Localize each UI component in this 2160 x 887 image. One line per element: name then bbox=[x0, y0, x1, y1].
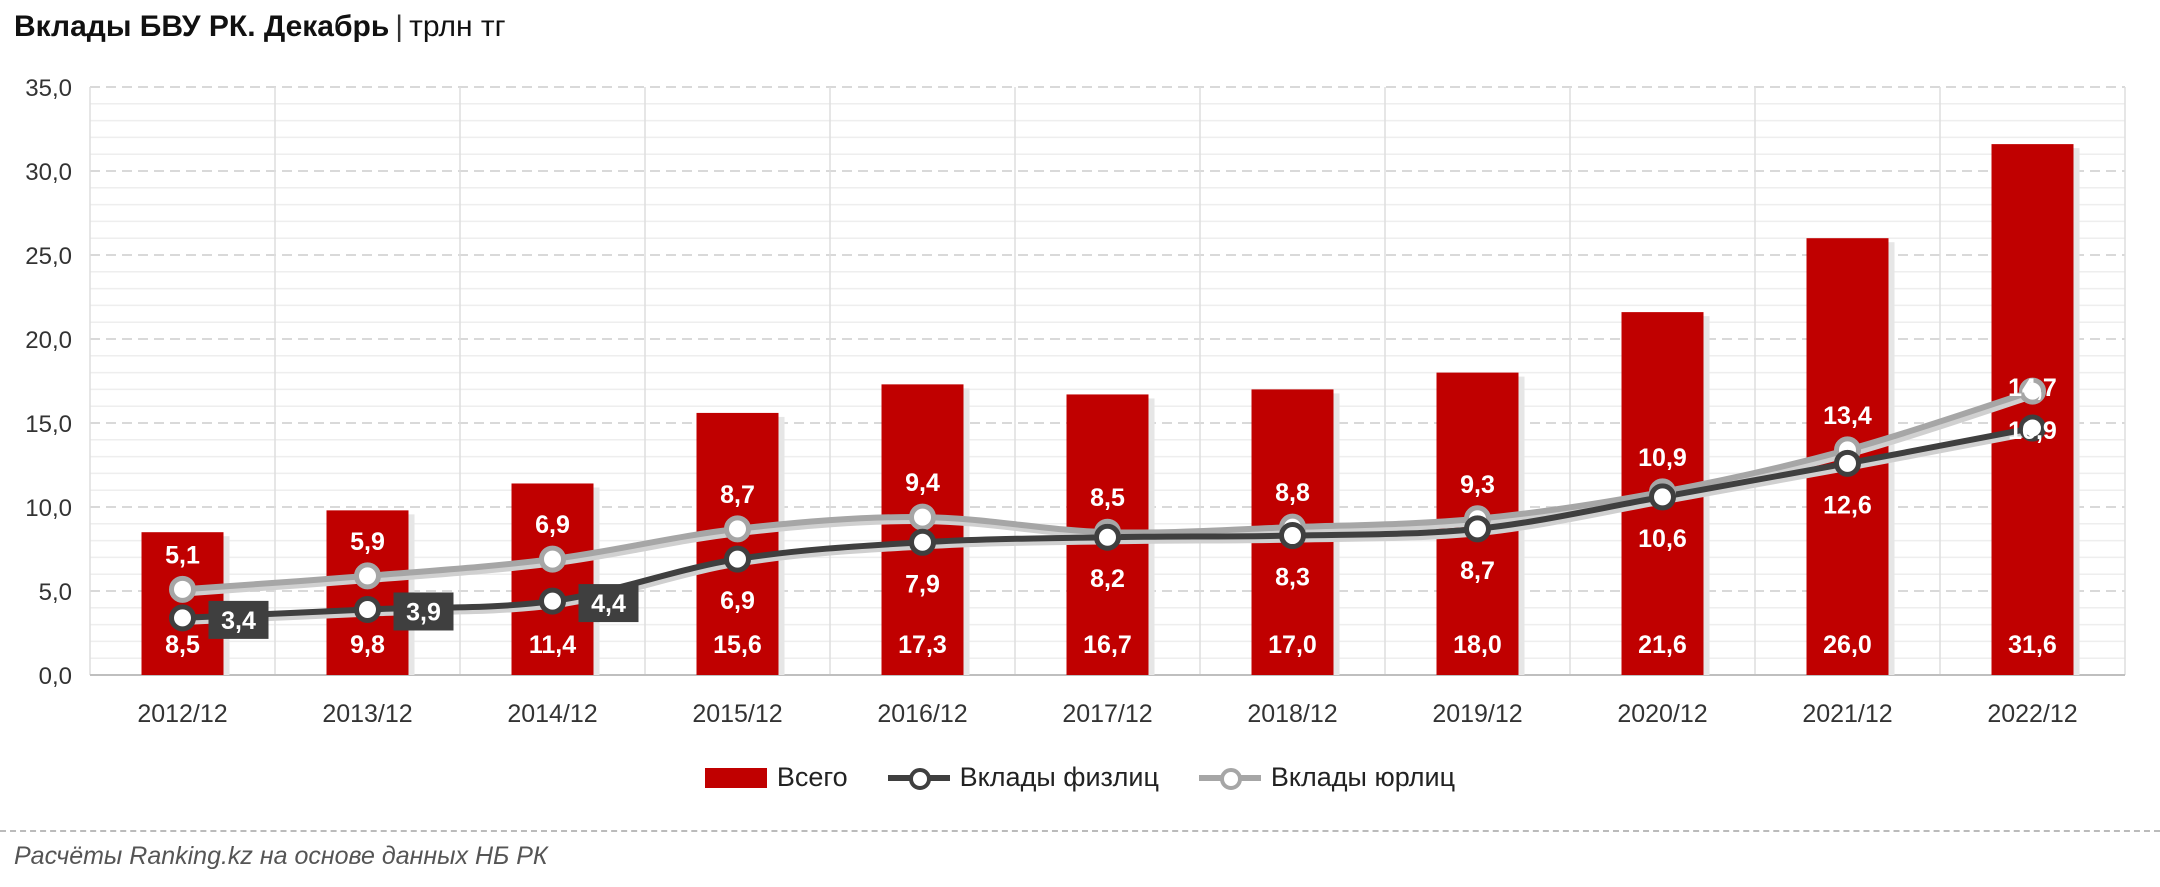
chart-title-unit: трлн тг bbox=[409, 10, 506, 43]
data-label-total: 31,6 bbox=[2008, 631, 2057, 659]
data-label-individuals: 6,9 bbox=[720, 587, 755, 615]
legend-label-total: Всего bbox=[776, 762, 848, 792]
y-tick-label: 15,0 bbox=[25, 411, 72, 438]
data-label-legal: 6,9 bbox=[535, 511, 570, 539]
x-tick-label: 2020/12 bbox=[1617, 700, 1707, 728]
data-label-total: 21,6 bbox=[1638, 631, 1687, 659]
data-label-legal: 8,5 bbox=[1090, 484, 1125, 512]
data-label-legal: 5,1 bbox=[165, 541, 200, 569]
data-label-legal: 8,7 bbox=[720, 481, 755, 509]
chart-title-main: Вклады БВУ РК. Декабрь bbox=[14, 10, 390, 43]
data-label-total: 26,0 bbox=[1823, 631, 1872, 659]
data-label-individuals: 7,9 bbox=[905, 570, 940, 598]
marker-individuals bbox=[1649, 483, 1676, 511]
y-tick-label: 30,0 bbox=[25, 159, 72, 186]
marker-individuals bbox=[354, 595, 381, 623]
legend-item-legal: Вклады юрлиц bbox=[1198, 762, 1456, 793]
data-label-total: 18,0 bbox=[1453, 631, 1502, 659]
data-label-legal: 9,4 bbox=[905, 469, 940, 497]
data-label-individuals: 4,4 bbox=[591, 590, 626, 618]
bar-total bbox=[1991, 144, 2074, 675]
x-tick-label: 2022/12 bbox=[1987, 700, 2077, 728]
y-tick-label: 0,0 bbox=[39, 663, 72, 690]
data-label-box-individuals bbox=[578, 584, 639, 623]
bar-total bbox=[511, 483, 594, 675]
y-tick-label: 25,0 bbox=[25, 243, 72, 270]
data-label-legal: 9,3 bbox=[1460, 471, 1495, 499]
data-label-total: 17,0 bbox=[1268, 631, 1317, 659]
x-tick-label: 2021/12 bbox=[1802, 700, 1892, 728]
data-label-total: 9,8 bbox=[350, 631, 385, 659]
marker-individuals bbox=[1834, 449, 1861, 477]
x-tick-label: 2014/12 bbox=[507, 700, 597, 728]
data-label-individuals: 8,7 bbox=[1460, 557, 1495, 585]
data-label-total: 16,7 bbox=[1083, 631, 1132, 659]
data-label-legal: 16,9 bbox=[2008, 417, 2057, 445]
data-label-individuals: 10,6 bbox=[1638, 525, 1687, 553]
legend-swatch-individuals bbox=[887, 766, 950, 790]
data-label-total: 11,4 bbox=[529, 631, 576, 659]
marker-legal bbox=[909, 503, 936, 531]
data-label-total: 15,6 bbox=[713, 631, 762, 659]
data-label-individuals: 8,2 bbox=[1090, 565, 1125, 593]
marker-individuals bbox=[724, 545, 751, 573]
marker-legal bbox=[2019, 377, 2046, 405]
y-tick-label: 20,0 bbox=[25, 327, 72, 354]
title-separator: | bbox=[395, 10, 404, 43]
marker-individuals bbox=[2019, 414, 2046, 442]
data-label-individuals: 3,4 bbox=[221, 607, 256, 635]
x-tick-label: 2016/12 bbox=[877, 700, 967, 728]
x-tick-label: 2015/12 bbox=[692, 700, 782, 728]
data-label-legal: 10,9 bbox=[1638, 444, 1687, 472]
data-label-legal: 8,8 bbox=[1275, 479, 1310, 507]
data-label-legal: 5,9 bbox=[350, 528, 385, 556]
marker-legal bbox=[539, 545, 566, 573]
data-label-total: 8,5 bbox=[165, 631, 200, 659]
legend-label-individuals: Вклады физлиц bbox=[959, 762, 1159, 792]
source-note: Расчёты Ranking.kz на основе данных НБ Р… bbox=[14, 842, 548, 870]
footer-divider bbox=[0, 830, 2160, 832]
marker-individuals bbox=[909, 528, 936, 556]
y-tick-label: 5,0 bbox=[39, 579, 72, 606]
x-tick-label: 2017/12 bbox=[1062, 700, 1152, 728]
data-label-individuals: 14,7 bbox=[2008, 374, 2057, 402]
data-label-legal: 13,4 bbox=[1823, 402, 1872, 430]
marker-legal bbox=[354, 562, 381, 590]
data-label-individuals: 8,3 bbox=[1275, 564, 1310, 592]
marker-legal bbox=[724, 515, 751, 543]
legend-label-legal: Вклады юрлиц bbox=[1270, 762, 1456, 792]
y-tick-label: 35,0 bbox=[25, 75, 72, 102]
marker-legal bbox=[169, 575, 196, 603]
x-tick-label: 2012/12 bbox=[137, 700, 227, 728]
marker-individuals bbox=[1094, 523, 1121, 551]
marker-individuals bbox=[169, 604, 196, 632]
marker-individuals bbox=[539, 587, 566, 615]
bar-total bbox=[696, 412, 779, 675]
data-label-total: 17,3 bbox=[898, 631, 947, 659]
legend-swatch-total bbox=[704, 767, 767, 788]
x-tick-label: 2019/12 bbox=[1432, 700, 1522, 728]
x-tick-label: 2018/12 bbox=[1247, 700, 1337, 728]
data-label-box-individuals bbox=[393, 592, 454, 631]
data-label-box-individuals bbox=[208, 600, 269, 639]
data-label-individuals: 12,6 bbox=[1823, 491, 1872, 519]
chart-legend: Всего Вклады физлиц Вклады юрлиц bbox=[0, 762, 2160, 793]
marker-individuals bbox=[1279, 522, 1306, 550]
y-tick-label: 10,0 bbox=[25, 495, 72, 522]
legend-item-individuals: Вклады физлиц bbox=[887, 762, 1159, 793]
legend-item-total: Всего bbox=[704, 762, 848, 793]
chart-plot: 0,0 5,0 10,0 15,0 20,0 25,0 30,0 35,0 8,5 9,8 11,4… bbox=[25, 75, 2126, 728]
data-label-individuals: 3,9 bbox=[406, 598, 441, 626]
x-tick-label: 2013/12 bbox=[322, 700, 412, 728]
legend-swatch-legal bbox=[1198, 766, 1261, 790]
chart-title: Вклады БВУ РК. Декабрь | трлн тг bbox=[14, 10, 506, 44]
marker-individuals bbox=[1464, 515, 1491, 543]
